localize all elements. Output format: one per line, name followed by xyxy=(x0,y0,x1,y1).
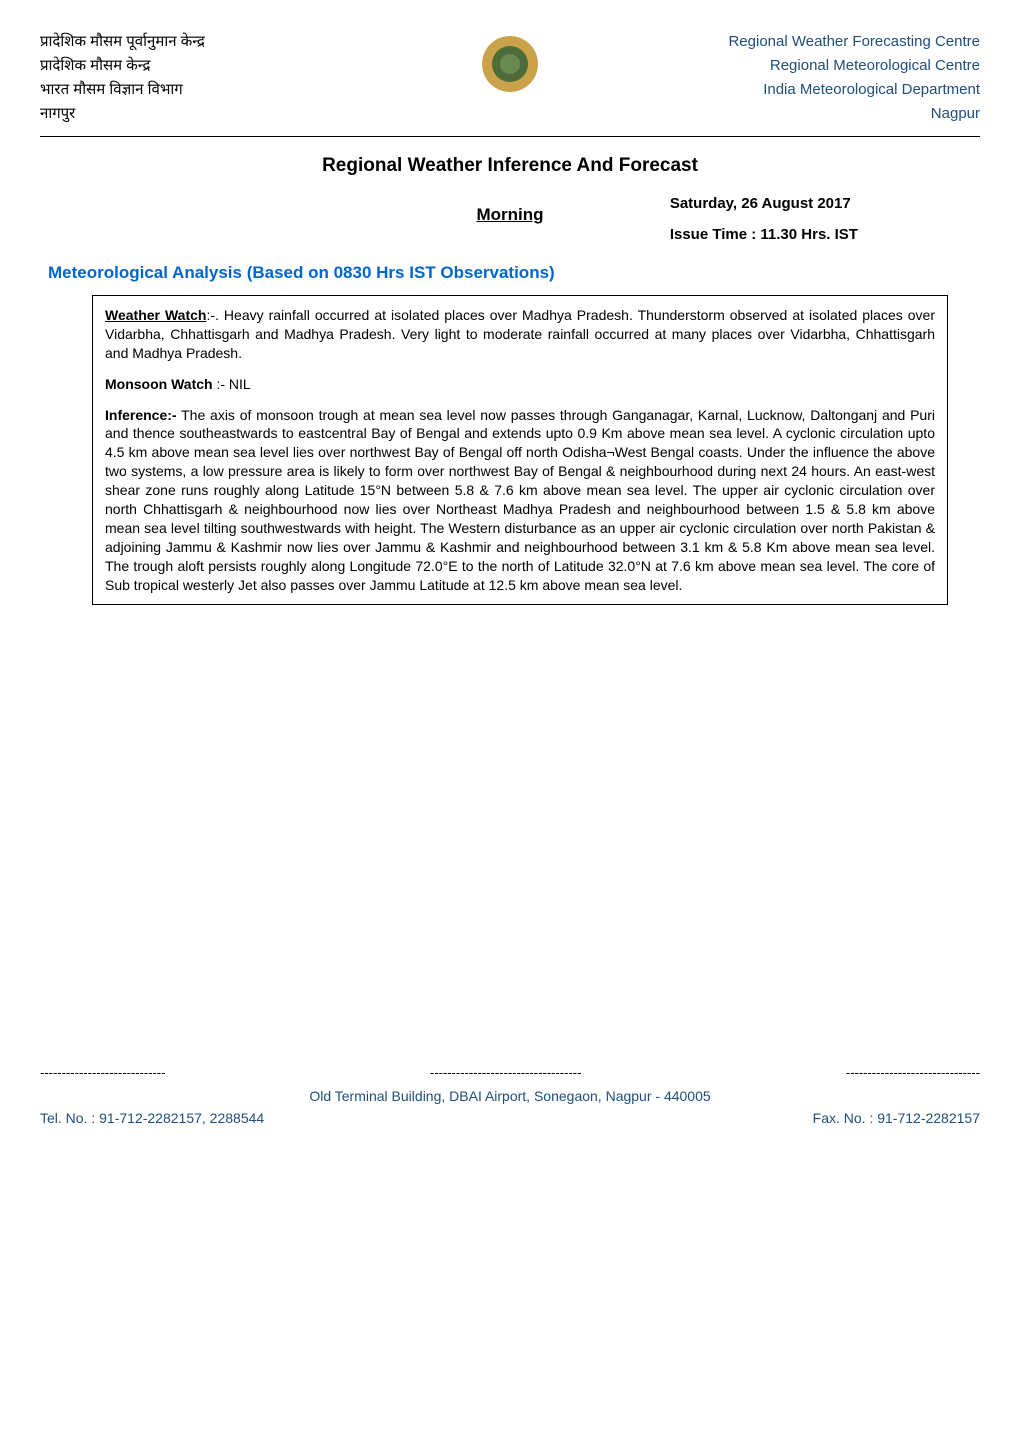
header-right-block: Regional Weather Forecasting Centre Regi… xyxy=(642,30,980,126)
header-left-line2: प्रादेशिक मौसम केन्द्र xyxy=(40,54,378,78)
footer: ----------------------------- ----------… xyxy=(40,1065,980,1126)
inference-label: Inference:- xyxy=(105,407,177,423)
footer-dash-left: ----------------------------- xyxy=(40,1065,166,1080)
monsoon-watch-body: :- NIL xyxy=(213,376,251,392)
content-box: Weather Watch:-. Heavy rainfall occurred… xyxy=(92,295,948,605)
weather-watch-paragraph: Weather Watch:-. Heavy rainfall occurred… xyxy=(105,306,935,363)
header-right-line4: Nagpur xyxy=(642,102,980,126)
issue-time: Issue Time : 11.30 Hrs. IST xyxy=(670,226,980,243)
footer-dashes-row: ----------------------------- ----------… xyxy=(40,1065,980,1080)
monsoon-watch-label: Monsoon Watch xyxy=(105,376,213,392)
footer-dash-mid: ----------------------------------- xyxy=(430,1065,582,1080)
header-left-line1: प्रादेशिक मौसम पूर्वानुमान केन्द्र xyxy=(40,30,378,54)
meta-row: Morning Saturday, 26 August 2017 Issue T… xyxy=(40,195,980,243)
section-heading: Meteorological Analysis (Based on 0830 H… xyxy=(48,263,980,283)
imd-logo-icon xyxy=(480,34,540,94)
meta-right: Saturday, 26 August 2017 Issue Time : 11… xyxy=(670,195,980,243)
header-right-line3: India Meteorological Department xyxy=(642,78,980,102)
weather-watch-body: :-. Heavy rainfall occurred at isolated … xyxy=(105,307,935,361)
header-left-line3: भारत मौसम विज्ञान विभाग xyxy=(40,78,378,102)
meta-center: Morning xyxy=(355,195,665,225)
footer-tel: Tel. No. : 91-712-2282157, 2288544 xyxy=(40,1110,264,1126)
inference-paragraph: Inference:- The axis of monsoon trough a… xyxy=(105,406,935,595)
header-left-block: प्रादेशिक मौसम पूर्वानुमान केन्द्र प्राद… xyxy=(40,30,378,126)
footer-dash-right: ------------------------------- xyxy=(846,1065,980,1080)
footer-address: Old Terminal Building, DBAI Airport, Son… xyxy=(40,1088,980,1104)
monsoon-watch-paragraph: Monsoon Watch :- NIL xyxy=(105,375,935,394)
page-title: Regional Weather Inference And Forecast xyxy=(40,155,980,177)
footer-fax: Fax. No. : 91-712-2282157 xyxy=(813,1110,980,1126)
header-right-line2: Regional Meteorological Centre xyxy=(642,54,980,78)
header-row: प्रादेशिक मौसम पूर्वानुमान केन्द्र प्राद… xyxy=(40,30,980,126)
footer-contacts: Tel. No. : 91-712-2282157, 2288544 Fax. … xyxy=(40,1110,980,1126)
session-label: Morning xyxy=(355,205,665,225)
date-line: Saturday, 26 August 2017 xyxy=(670,195,980,212)
header-right-line1: Regional Weather Forecasting Centre xyxy=(642,30,980,54)
logo-svg xyxy=(481,35,539,93)
weather-watch-label: Weather Watch xyxy=(105,307,206,323)
header-divider xyxy=(40,136,980,137)
inference-body: The axis of monsoon trough at mean sea l… xyxy=(105,407,935,593)
header-left-line4: नागपुर xyxy=(40,102,378,126)
